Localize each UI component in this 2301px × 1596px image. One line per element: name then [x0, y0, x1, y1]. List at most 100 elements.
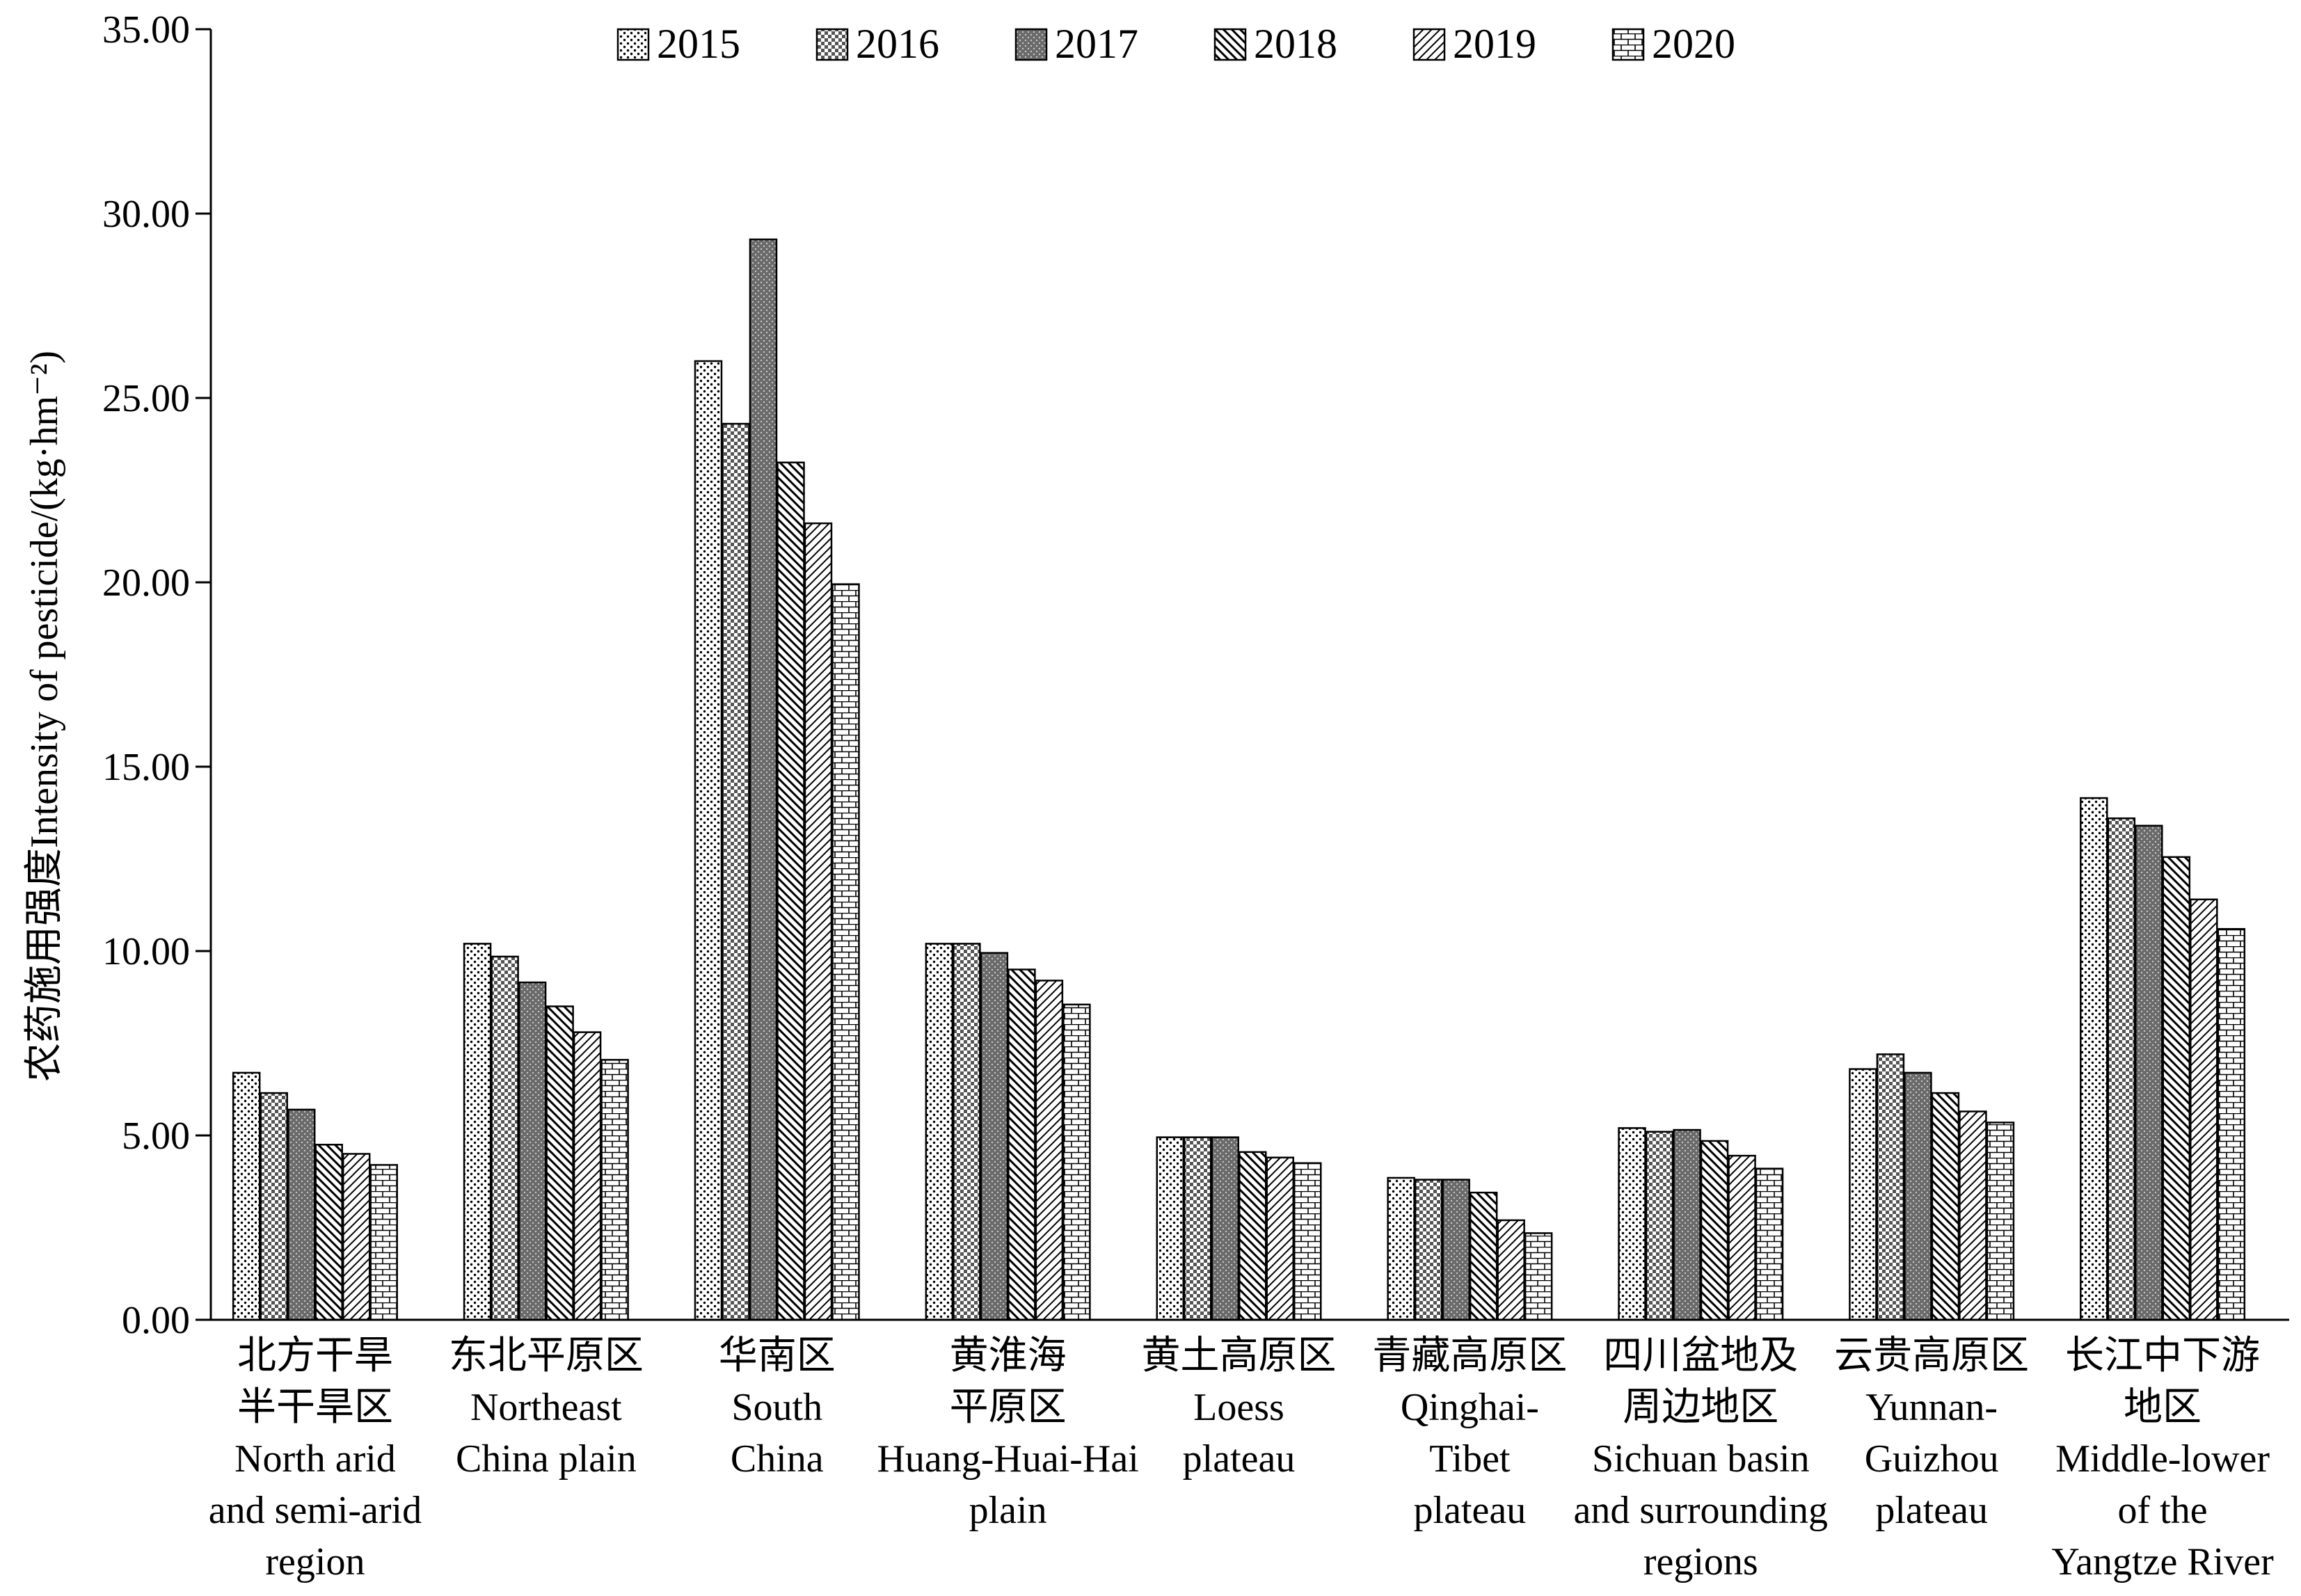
- bar-2015-cat-4: [1156, 1136, 1184, 1321]
- bar-2016-cat-6: [1645, 1131, 1674, 1321]
- bar-2016-cat-4: [1184, 1136, 1212, 1321]
- bar-2016-cat-5: [1414, 1179, 1443, 1321]
- bar-2016-cat-3: [953, 943, 981, 1321]
- bar-2019-cat-2: [804, 522, 833, 1321]
- x-category-label: Yunnan-: [1865, 1386, 1998, 1429]
- bar-2017-cat-3: [980, 952, 1009, 1321]
- bar-2019-cat-3: [1035, 980, 1064, 1321]
- bar-2017-cat-1: [518, 981, 547, 1321]
- bar-2018-cat-3: [1008, 968, 1036, 1321]
- x-category-label: 平原区: [950, 1386, 1067, 1429]
- x-category-label: Qinghai-: [1401, 1386, 1539, 1429]
- bars-group: [232, 238, 2246, 1321]
- bar-2018-cat-6: [1700, 1140, 1729, 1321]
- x-category-label: Northeast: [470, 1386, 622, 1429]
- bar-2015-cat-1: [463, 943, 492, 1321]
- bar-2020-cat-1: [600, 1059, 629, 1321]
- x-category-label: and surrounding: [1574, 1489, 1829, 1532]
- x-category-label: 黄淮海: [950, 1334, 1067, 1378]
- y-tick-label: 10.00: [102, 930, 190, 973]
- bar-2019-cat-5: [1497, 1219, 1525, 1321]
- bar-2015-cat-8: [2080, 797, 2108, 1321]
- legend-swatch-2017: [1014, 28, 1048, 61]
- bar-2015-cat-7: [1849, 1068, 1877, 1321]
- x-category-label: 半干旱区: [237, 1386, 393, 1429]
- bar-2015-cat-2: [694, 360, 723, 1321]
- x-category-label: 黄土高原区: [1142, 1334, 1337, 1378]
- bar-2015-cat-0: [232, 1071, 261, 1321]
- x-category-label: 东北平原区: [449, 1334, 644, 1378]
- y-axis-title: 农药施用强度Intensity of pesticide/(kg·hm⁻²): [23, 351, 66, 1082]
- y-tick-label: 30.00: [102, 193, 190, 236]
- x-category-label: South: [731, 1386, 822, 1429]
- bar-2018-cat-8: [2162, 856, 2191, 1321]
- bar-2017-cat-0: [287, 1108, 316, 1321]
- bar-2018-cat-4: [1239, 1151, 1267, 1321]
- bar-2019-cat-6: [1728, 1154, 1756, 1321]
- bar-2019-cat-8: [2190, 898, 2218, 1321]
- x-category-label: Middle-lower: [2055, 1437, 2270, 1481]
- legend-swatch-2019: [1412, 28, 1446, 61]
- bar-2018-cat-5: [1469, 1191, 1498, 1321]
- bar-2018-cat-7: [1931, 1092, 1960, 1321]
- bar-2020-cat-7: [1986, 1122, 2015, 1321]
- x-category-label: Tibet: [1429, 1437, 1511, 1481]
- x-category-label: plateau: [1875, 1489, 1988, 1532]
- legend-swatch-2016: [815, 28, 849, 61]
- bar-2019-cat-7: [1959, 1110, 1987, 1321]
- bar-2017-cat-2: [749, 238, 778, 1321]
- bar-2016-cat-1: [491, 955, 519, 1321]
- bar-2019-cat-4: [1266, 1156, 1294, 1321]
- bar-2015-cat-6: [1618, 1127, 1646, 1321]
- x-category-label: 北方干旱: [237, 1334, 393, 1378]
- bar-2016-cat-7: [1876, 1053, 1905, 1321]
- legend-label-2017: 2017: [1055, 21, 1138, 67]
- x-category-label: 地区: [2124, 1386, 2202, 1429]
- x-category-label: North arid: [234, 1437, 396, 1481]
- x-category-label: Guizhou: [1865, 1437, 1999, 1481]
- bar-2018-cat-0: [315, 1144, 343, 1321]
- y-tick-label: 20.00: [102, 561, 190, 605]
- bar-2016-cat-8: [2107, 817, 2136, 1321]
- y-tick-label: 15.00: [102, 746, 190, 789]
- bar-2020-cat-6: [1755, 1167, 1784, 1321]
- x-category-label: Yangtze River: [2051, 1540, 2274, 1583]
- legend-swatch-2015: [616, 28, 650, 61]
- legend-label-2020: 2020: [1652, 21, 1735, 67]
- x-category-label: and semi-arid: [209, 1489, 422, 1532]
- bar-2018-cat-2: [777, 461, 805, 1321]
- legend-label-2016: 2016: [856, 21, 939, 67]
- bar-2020-cat-0: [369, 1164, 398, 1321]
- bar-2020-cat-3: [1062, 1003, 1091, 1321]
- bar-2017-cat-6: [1673, 1128, 1701, 1321]
- x-category-label: region: [265, 1540, 365, 1583]
- y-axis-ticks: 0.00 5.00 10.00 15.00 20.00 25.00 30.00 35.00: [102, 8, 211, 1342]
- bar-2017-cat-5: [1442, 1179, 1470, 1321]
- x-category-label: Sichuan basin: [1592, 1437, 1810, 1481]
- x-category-label: plain: [969, 1489, 1047, 1532]
- x-category-label: 青藏高原区: [1372, 1334, 1567, 1378]
- legend-label-2018: 2018: [1254, 21, 1337, 67]
- plot-area: 0.00 5.00 10.00 15.00 20.00 25.00 30.00 35.00 北…: [102, 8, 2289, 1583]
- bar-2019-cat-0: [342, 1153, 371, 1321]
- bar-2018-cat-1: [546, 1005, 574, 1321]
- bar-2017-cat-4: [1211, 1136, 1239, 1321]
- x-category-label: regions: [1643, 1540, 1758, 1583]
- bar-2019-cat-1: [573, 1031, 602, 1321]
- bar-2017-cat-8: [2135, 824, 2163, 1321]
- bar-2015-cat-3: [925, 943, 954, 1321]
- x-category-label: 云贵高原区: [1834, 1334, 2029, 1378]
- x-category-label: Huang-Huai-Hai: [877, 1437, 1138, 1481]
- bar-2020-cat-5: [1524, 1232, 1553, 1321]
- legend-label-2019: 2019: [1453, 21, 1536, 67]
- y-tick-label: 5.00: [122, 1115, 190, 1158]
- x-category-label: 华南区: [719, 1334, 836, 1378]
- bar-2015-cat-5: [1387, 1176, 1415, 1321]
- x-category-label: plateau: [1183, 1437, 1296, 1481]
- bar-2017-cat-7: [1904, 1071, 1932, 1321]
- legend: 2015 2016 2017 2018 2019 2020: [616, 21, 1735, 67]
- bar-2020-cat-4: [1293, 1162, 1322, 1321]
- x-category-label: of the: [2118, 1489, 2208, 1532]
- bar-2020-cat-2: [831, 583, 860, 1321]
- x-category-label: 四川盆地及: [1603, 1334, 1798, 1378]
